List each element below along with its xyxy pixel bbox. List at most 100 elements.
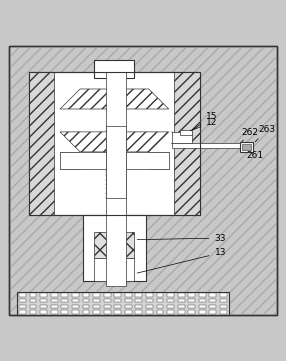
Bar (106, 126, 126, 198)
Bar (156, 310, 164, 314)
Bar (29, 72, 200, 215)
Bar (220, 310, 227, 314)
Bar (188, 293, 195, 297)
Bar (135, 299, 142, 302)
Bar (83, 215, 146, 280)
Bar (82, 305, 90, 308)
Bar (146, 310, 153, 314)
Bar (114, 310, 121, 314)
Polygon shape (60, 132, 169, 152)
Bar (104, 299, 111, 302)
Bar (167, 305, 174, 308)
Bar (72, 299, 79, 302)
Bar (156, 305, 164, 308)
Bar (51, 310, 58, 314)
Bar (94, 232, 134, 258)
Bar (29, 293, 37, 297)
Bar (61, 299, 68, 302)
Bar (19, 310, 26, 314)
Bar (82, 299, 90, 302)
Bar (94, 60, 134, 78)
Bar (61, 305, 68, 308)
Text: 15: 15 (194, 112, 217, 129)
Bar (104, 293, 111, 297)
Bar (242, 144, 251, 151)
Bar (19, 305, 26, 308)
Bar (135, 305, 142, 308)
Bar (125, 310, 132, 314)
Bar (29, 72, 200, 215)
Text: 262: 262 (242, 128, 259, 142)
Bar (40, 305, 47, 308)
Bar (199, 299, 206, 302)
Bar (40, 293, 47, 297)
Bar (135, 293, 142, 297)
Bar (40, 299, 47, 302)
Bar (61, 310, 68, 314)
Bar (40, 310, 47, 314)
Bar (114, 305, 121, 308)
Bar (29, 305, 37, 308)
Bar (156, 293, 164, 297)
Bar (29, 299, 37, 302)
Bar (188, 299, 195, 302)
Bar (125, 305, 132, 308)
Bar (60, 152, 169, 169)
Bar (220, 299, 227, 302)
Text: 13: 13 (137, 248, 226, 273)
Bar (240, 142, 253, 152)
Bar (72, 310, 79, 314)
Bar (209, 299, 217, 302)
Bar (29, 72, 54, 215)
Bar (94, 258, 134, 280)
Bar (106, 72, 126, 286)
Bar (172, 132, 192, 143)
Bar (178, 310, 185, 314)
Bar (19, 293, 26, 297)
Bar (125, 293, 132, 297)
Bar (146, 293, 153, 297)
Bar (172, 143, 246, 148)
Bar (180, 130, 192, 135)
Bar (188, 305, 195, 308)
Bar (209, 305, 217, 308)
Bar (199, 293, 206, 297)
Bar (104, 310, 111, 314)
Bar (93, 310, 100, 314)
Bar (178, 299, 185, 302)
Bar (61, 293, 68, 297)
Bar (174, 72, 200, 215)
Bar (156, 299, 164, 302)
Text: 12: 12 (190, 118, 217, 131)
Bar (167, 310, 174, 314)
Bar (146, 305, 153, 308)
Bar (51, 299, 58, 302)
Bar (167, 299, 174, 302)
Bar (104, 305, 111, 308)
Bar (125, 299, 132, 302)
Text: 263: 263 (255, 125, 276, 142)
Bar (188, 310, 195, 314)
Bar (82, 310, 90, 314)
Bar (29, 310, 37, 314)
Bar (19, 299, 26, 302)
Bar (93, 293, 100, 297)
Bar (167, 293, 174, 297)
Text: 33: 33 (137, 234, 226, 243)
Bar (209, 293, 217, 297)
Bar (93, 305, 100, 308)
Bar (199, 310, 206, 314)
Polygon shape (60, 89, 169, 109)
Bar (220, 305, 227, 308)
Text: 261: 261 (246, 151, 263, 160)
Bar (114, 293, 121, 297)
Bar (199, 305, 206, 308)
Bar (146, 299, 153, 302)
Bar (135, 310, 142, 314)
Bar (220, 293, 227, 297)
Bar (209, 310, 217, 314)
Bar (72, 305, 79, 308)
Bar (93, 299, 100, 302)
Bar (178, 293, 185, 297)
Bar (51, 293, 58, 297)
